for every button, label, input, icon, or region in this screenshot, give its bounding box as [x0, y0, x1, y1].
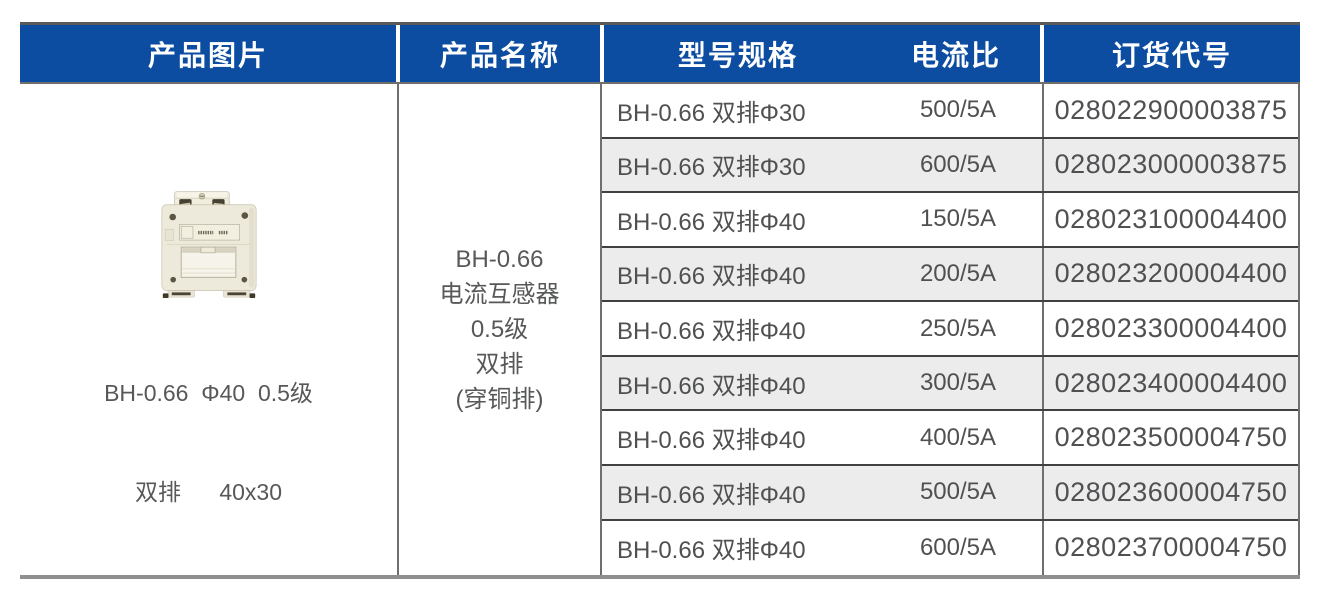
product-name-line: (穿铜排)	[455, 386, 544, 413]
order-code-cell: 028023300004400	[1054, 313, 1288, 344]
table-header: 产品图片 产品名称 型号规格 电流比 订货代号	[20, 22, 1300, 84]
header-order-code: 订货代号	[1044, 25, 1300, 82]
current-ratio-cell: 600/5A	[919, 533, 997, 561]
header-model-spec: 型号规格	[677, 39, 798, 71]
header-specs-group: 型号规格 电流比	[604, 25, 1040, 82]
current-ratio-cell: 500/5A	[919, 96, 997, 124]
current-ratio-cell: 150/5A	[919, 205, 997, 233]
model-spec-cell: BH-0.66 双排Φ40	[617, 481, 806, 509]
model-spec-cell: BH-0.66 双排Φ30	[617, 99, 806, 127]
table-row: BH-0.66 双排Φ40 400/5A 028023500004750	[602, 411, 1298, 466]
column-divider	[1042, 247, 1044, 301]
table-row: BH-0.66 双排Φ40 150/5A 028023100004400	[602, 193, 1298, 248]
table-row: BH-0.66 双排Φ40 600/5A 028023700004750	[602, 520, 1298, 576]
model-spec-cell: BH-0.66 双排Φ40	[617, 263, 806, 291]
order-code-cell: 028023700004750	[1054, 532, 1288, 563]
column-divider	[1042, 465, 1044, 519]
table-row: BH-0.66 双排Φ40 200/5A 028023200004400	[602, 247, 1298, 303]
image-caption-line1: BH-0.66 Φ40 0.5级	[104, 380, 313, 406]
product-spec-table: 产品图片 产品名称 型号规格 电流比 订货代号	[20, 22, 1300, 579]
column-divider	[397, 84, 399, 575]
header-current-ratio: 电流比	[910, 39, 1001, 71]
header-divider	[1040, 25, 1044, 82]
table-row: BH-0.66 双排Φ40 250/5A 028023300004400	[602, 302, 1298, 357]
model-spec-cell: BH-0.66 双排Φ40	[617, 318, 806, 346]
product-name-cell: BH-0.66 电流互感器 0.5级双排 (穿铜排)	[399, 84, 600, 575]
current-ratio-cell: 250/5A	[919, 314, 997, 342]
table-row: BH-0.66 双排Φ40 300/5A 028023400004400	[602, 356, 1298, 412]
current-ratio-cell: 200/5A	[919, 259, 997, 287]
model-spec-cell: BH-0.66 双排Φ30	[617, 154, 806, 182]
column-divider	[1042, 520, 1044, 576]
column-divider	[1042, 411, 1044, 464]
order-code-cell: 028023100004400	[1054, 203, 1288, 234]
header-product-image: 产品图片	[20, 25, 396, 82]
product-name-line: BH-0.66	[455, 246, 544, 273]
column-divider	[1042, 84, 1044, 137]
table-body: BH-0.66 Φ40 0.5级 双排 40x30 BH-0.66 电流互感器 0.…	[20, 84, 1300, 579]
product-name-line: 电流互感器	[439, 281, 560, 308]
product-image-cell: BH-0.66 Φ40 0.5级 双排 40x30	[20, 84, 397, 575]
current-transformer-photo	[161, 191, 256, 299]
model-spec-cell: BH-0.66 双排Φ40	[617, 427, 806, 455]
table-row: BH-0.66 双排Φ40 500/5A 028023600004750	[602, 465, 1298, 521]
current-ratio-cell: 400/5A	[919, 423, 997, 451]
spec-rows: BH-0.66 双排Φ30 500/5A 028022900003875 BH-…	[602, 84, 1300, 576]
order-code-cell: 028023000003875	[1054, 149, 1288, 180]
table-row: BH-0.66 双排Φ30 500/5A 028022900003875	[602, 84, 1298, 139]
table-row: BH-0.66 双排Φ30 600/5A 028023000003875	[602, 138, 1298, 194]
column-divider	[600, 84, 602, 575]
image-caption-line2: 双排 40x30	[134, 479, 282, 505]
column-divider	[1042, 193, 1044, 246]
order-code-cell: 028022900003875	[1054, 94, 1288, 125]
order-code-cell: 028023500004750	[1054, 422, 1288, 453]
current-ratio-cell: 600/5A	[919, 150, 997, 178]
order-code-cell: 028023400004400	[1054, 367, 1288, 398]
image-caption: BH-0.66 Φ40 0.5级 双排 40x30	[104, 311, 313, 575]
current-ratio-cell: 500/5A	[919, 478, 997, 506]
column-divider	[1042, 138, 1044, 192]
header-divider	[600, 25, 604, 82]
order-code-cell: 028023200004400	[1054, 258, 1288, 289]
product-name-line: 0.5级	[470, 316, 529, 343]
header-divider	[396, 25, 400, 82]
model-spec-cell: BH-0.66 双排Φ40	[617, 537, 806, 565]
model-spec-cell: BH-0.66 双排Φ40	[617, 208, 806, 236]
column-divider	[1042, 302, 1044, 355]
product-name-line: 双排	[475, 351, 524, 378]
header-product-name: 产品名称	[400, 25, 600, 82]
model-spec-cell: BH-0.66 双排Φ40	[617, 372, 806, 400]
column-divider	[1042, 356, 1044, 410]
order-code-cell: 028023600004750	[1054, 476, 1288, 507]
current-ratio-cell: 300/5A	[919, 369, 997, 397]
